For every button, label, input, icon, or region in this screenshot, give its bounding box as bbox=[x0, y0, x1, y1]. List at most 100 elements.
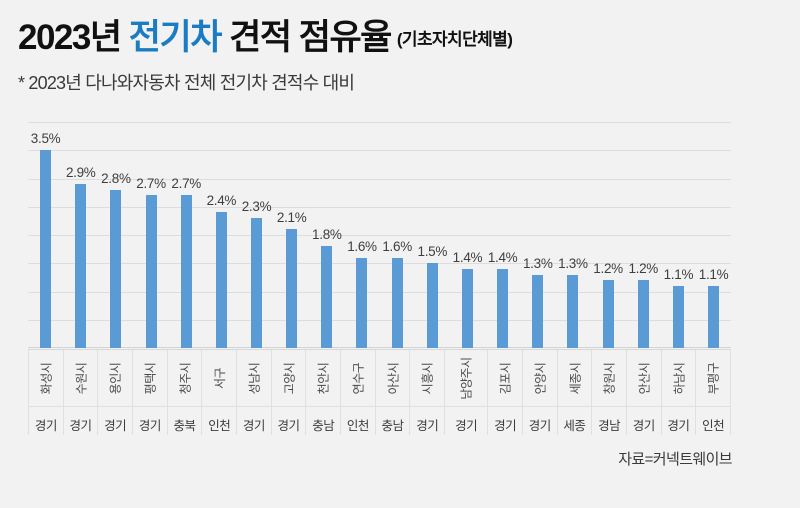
bar-rect[interactable] bbox=[145, 195, 157, 348]
bar-rect[interactable] bbox=[426, 263, 438, 348]
x-axis-city-box: 수원시 bbox=[64, 350, 98, 406]
x-axis-city-box: 고양시 bbox=[272, 350, 306, 406]
x-axis-tick[interactable]: 세종시 세종 bbox=[557, 350, 593, 435]
x-axis-city-label: 김포시 bbox=[498, 362, 513, 394]
x-axis-region-label: 경기 bbox=[69, 419, 93, 433]
bar-column[interactable]: 2.9% bbox=[63, 122, 98, 348]
x-axis-tick[interactable]: 화성시 경기 bbox=[28, 350, 64, 435]
bar-column[interactable]: 1.5% bbox=[415, 122, 450, 348]
x-axis-region-label: 경기 bbox=[416, 419, 439, 433]
x-axis-tick[interactable]: 고양시 경기 bbox=[271, 350, 307, 435]
bar-column[interactable]: 1.3% bbox=[520, 122, 555, 348]
x-axis-city-box: 안산시 bbox=[627, 350, 661, 406]
bar-column[interactable]: 1.6% bbox=[380, 122, 415, 348]
bar-value-label: 1.6% bbox=[382, 239, 412, 254]
bar-rect[interactable] bbox=[180, 195, 192, 348]
bar-column[interactable]: 1.6% bbox=[344, 122, 379, 348]
bar-value-label: 1.4% bbox=[487, 250, 518, 265]
gridline bbox=[28, 235, 731, 236]
bar-column[interactable]: 1.4% bbox=[485, 122, 520, 348]
x-axis-tick[interactable]: 평택시 경기 bbox=[133, 350, 168, 435]
bar-rect[interactable] bbox=[110, 190, 122, 348]
bar-column[interactable]: 1.8% bbox=[309, 122, 344, 348]
bar-rect[interactable] bbox=[75, 184, 87, 348]
bar-rect[interactable] bbox=[251, 218, 263, 348]
page-subtitle: * 2023년 다나와자동차 전체 전기차 견적수 대비 bbox=[18, 73, 355, 94]
x-axis-city-label: 천안시 bbox=[316, 362, 331, 394]
bar-value-label: 1.5% bbox=[417, 244, 448, 259]
bar-rect[interactable] bbox=[708, 286, 720, 348]
bar-column[interactable]: 1.1% bbox=[696, 122, 731, 348]
bar-column[interactable]: 1.2% bbox=[591, 122, 626, 348]
bar-column[interactable]: 2.4% bbox=[204, 122, 239, 348]
bar-rect[interactable] bbox=[637, 280, 649, 348]
x-axis-tick[interactable]: 아산시 충남 bbox=[375, 350, 411, 435]
bar-value-label: 2.7% bbox=[171, 176, 201, 191]
bar-column[interactable]: 2.8% bbox=[98, 122, 133, 348]
bar-column[interactable]: 2.3% bbox=[239, 122, 274, 348]
x-axis-region-label: 경기 bbox=[667, 419, 690, 433]
bar-value-label: 1.2% bbox=[593, 261, 623, 276]
bar-rect[interactable] bbox=[391, 258, 403, 348]
bar-value-label: 1.3% bbox=[522, 256, 553, 271]
gridline bbox=[28, 150, 731, 151]
bar-column[interactable]: 1.2% bbox=[626, 122, 661, 348]
x-axis-city-box: 부평구 bbox=[696, 350, 730, 406]
chart-bars: 3.5% 2.9% 2.8% 2.7% 2.7% 2.4% 2.3% 2.1% 1.8% 1.6%… bbox=[28, 122, 731, 348]
bar-rect[interactable] bbox=[672, 286, 684, 348]
axis-divider bbox=[488, 406, 522, 407]
bar-rect[interactable] bbox=[461, 269, 473, 348]
gridline bbox=[28, 292, 731, 293]
bar-column[interactable]: 3.5% bbox=[28, 122, 63, 348]
x-axis-city-label: 용인시 bbox=[108, 362, 123, 394]
x-axis-tick[interactable]: 하남시 경기 bbox=[661, 350, 697, 435]
x-axis-city-label: 세종시 bbox=[567, 362, 582, 394]
x-axis-tick[interactable]: 서구 인천 bbox=[202, 350, 238, 435]
x-axis-region-label: 경기 bbox=[632, 419, 656, 433]
x-axis-region-label: 인천 bbox=[208, 419, 231, 433]
bar-rect[interactable] bbox=[356, 258, 368, 348]
x-axis-tick[interactable]: 부평구 인천 bbox=[696, 350, 731, 435]
x-axis-region-label: 경남 bbox=[598, 419, 621, 433]
axis-divider bbox=[237, 406, 271, 407]
x-axis-tick[interactable]: 안양시 경기 bbox=[522, 350, 558, 435]
bar-column[interactable]: 1.4% bbox=[450, 122, 485, 348]
bar-value-label: 1.1% bbox=[663, 267, 694, 282]
x-axis-tick[interactable]: 연수구 인천 bbox=[341, 350, 376, 435]
chart-plot-area: 3.5% 2.9% 2.8% 2.7% 2.7% 2.4% 2.3% 2.1% 1.8% 1.6%… bbox=[28, 122, 731, 348]
bar-column[interactable]: 2.7% bbox=[169, 122, 204, 348]
bar-value-label: 1.6% bbox=[347, 239, 377, 254]
source-credit: 자료=커넥트웨이브 bbox=[618, 451, 732, 468]
bar-column[interactable]: 1.3% bbox=[555, 122, 590, 348]
x-axis-tick[interactable]: 성남시 경기 bbox=[237, 350, 272, 435]
x-axis-tick[interactable]: 김포시 경기 bbox=[488, 350, 523, 435]
bar-column[interactable]: 2.7% bbox=[133, 122, 168, 348]
bar-value-label: 1.2% bbox=[628, 261, 659, 276]
axis-divider bbox=[341, 406, 375, 407]
bar-rect[interactable] bbox=[40, 150, 52, 348]
x-axis-tick[interactable]: 청주시 충북 bbox=[167, 350, 203, 435]
bar-rect[interactable] bbox=[567, 275, 579, 348]
x-axis-city-box: 평택시 bbox=[133, 350, 167, 406]
x-axis-city-label: 수원시 bbox=[74, 362, 88, 394]
x-axis-city-box: 창원시 bbox=[592, 350, 626, 406]
bar-rect[interactable] bbox=[497, 269, 509, 348]
x-axis-region-label: 경기 bbox=[528, 419, 552, 433]
x-axis-tick[interactable]: 남양주시 경기 bbox=[445, 350, 489, 435]
bar-column[interactable]: 1.1% bbox=[661, 122, 696, 348]
bar-rect[interactable] bbox=[532, 275, 544, 348]
bar-rect[interactable] bbox=[321, 246, 333, 348]
bar-column[interactable]: 2.1% bbox=[274, 122, 309, 348]
bar-rect[interactable] bbox=[215, 212, 227, 348]
x-axis-city-label: 연수구 bbox=[351, 362, 366, 394]
bar-rect[interactable] bbox=[286, 229, 298, 348]
bar-rect[interactable] bbox=[602, 280, 614, 348]
x-axis-region-label: 경기 bbox=[104, 419, 127, 433]
x-axis-city-box: 아산시 bbox=[376, 350, 410, 406]
x-axis-tick[interactable]: 시흥시 경기 bbox=[410, 350, 446, 435]
x-axis-tick[interactable]: 천안시 충남 bbox=[306, 350, 342, 435]
